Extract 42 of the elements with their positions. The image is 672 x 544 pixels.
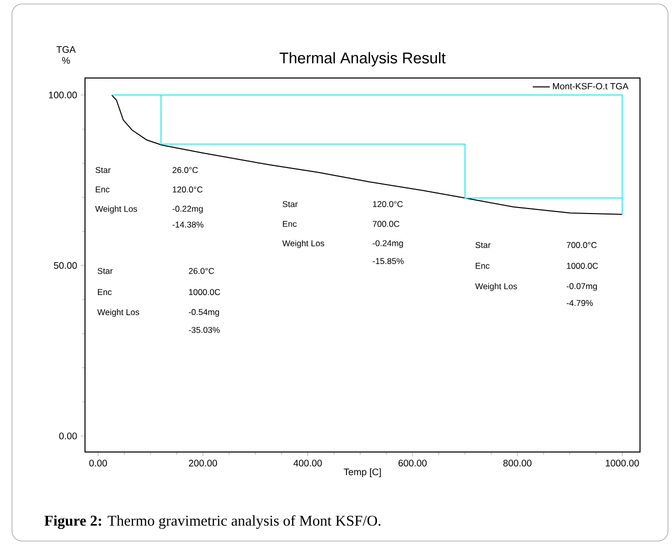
annotation: Weight Los: [97, 308, 140, 317]
annotation: Enc: [282, 220, 297, 227]
annotation: -0.24mg: [372, 240, 403, 248]
annotation: Star: [282, 201, 298, 208]
annotation: -0.07mg: [566, 283, 597, 291]
text: Figure 2: Thermo gravimetric analysis of Mont KSF/O.: [44, 515, 380, 529]
annotation: Weight Los: [282, 240, 324, 248]
annotation: Star: [96, 167, 111, 174]
x-tick-label: 600.00: [398, 460, 427, 466]
annotation: Enc: [98, 289, 112, 296]
x-tick-label: 1000.00: [606, 460, 639, 466]
annotation: 1000.0C: [189, 289, 220, 296]
annotation: Weight Los: [95, 206, 138, 214]
annotation: 700.0C: [372, 220, 400, 227]
annotation: 26.0°C: [172, 167, 198, 174]
annotation: Star: [476, 242, 491, 248]
x-axis-title: Temp [C]: [344, 468, 381, 478]
annotation: -0.54mg: [188, 309, 219, 317]
legend-label: Mont-KSF-O.t TGA: [553, 83, 628, 90]
x-tick-label: 400.00: [293, 460, 322, 466]
annotation: -14.38%: [172, 222, 204, 228]
x-tick-label: 0.00: [89, 460, 107, 466]
annotation: -15.85%: [372, 258, 404, 264]
y-axis-title: TGA %: [56, 46, 76, 64]
annotation: 120.0°C: [172, 186, 203, 192]
annotation: 26.0°C: [188, 268, 214, 274]
x-tick-label: 200.00: [188, 460, 218, 466]
annotation: Enc: [476, 262, 490, 269]
x-tick-label: 800.00: [503, 460, 532, 466]
y-tick-label: 100.00: [49, 92, 77, 98]
annotation: -35.03%: [188, 326, 220, 333]
annotation: Enc: [96, 186, 110, 192]
annotation: Star: [98, 268, 113, 274]
annotation: Weight Los: [475, 283, 518, 291]
annotation: 700.0°C: [566, 242, 597, 248]
annotation: -4.79%: [566, 300, 593, 306]
y-tick-label: 50.00: [54, 262, 77, 269]
annotation: 1000.0C: [566, 262, 598, 269]
chart-title: Thermal Analysis Result: [280, 52, 446, 66]
annotation: -0.22mg: [172, 206, 203, 214]
annotation: 120.0°C: [373, 201, 403, 208]
y-tick-label: 0.00: [59, 432, 77, 440]
